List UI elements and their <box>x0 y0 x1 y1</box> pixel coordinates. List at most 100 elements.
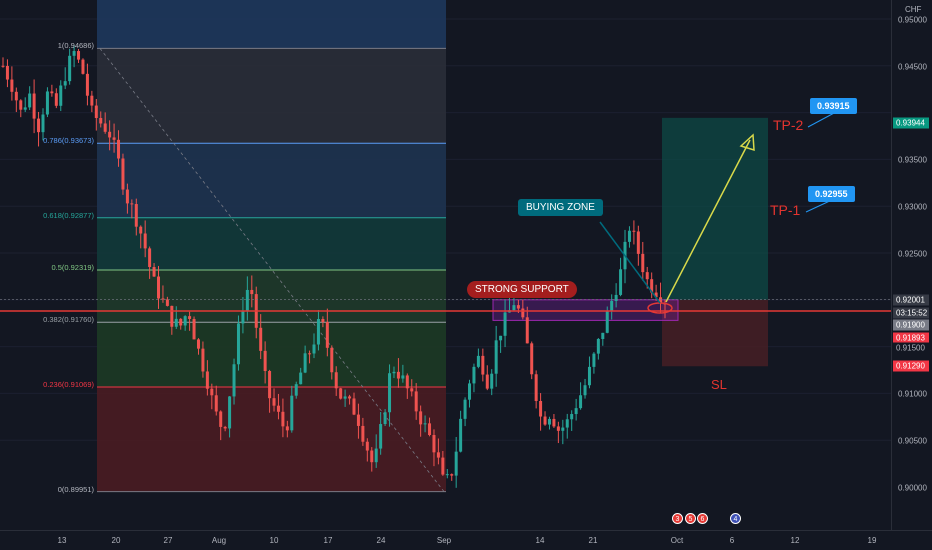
economic-event-badge[interactable]: 5 <box>685 513 696 524</box>
time-axis-label: 20 <box>111 536 121 545</box>
target-arrow-head <box>739 133 755 152</box>
time-axis-label: 12 <box>790 536 800 545</box>
candle-body <box>112 137 116 140</box>
price-axis-label: 0.90500 <box>898 436 927 446</box>
candle-body <box>525 317 529 344</box>
fibonacci-retracement[interactable] <box>97 0 446 493</box>
candle-body <box>619 269 623 295</box>
time-axis-label: Aug <box>211 536 227 545</box>
candle-body <box>179 318 183 326</box>
candle-body <box>232 364 236 397</box>
candle-body <box>441 457 445 475</box>
candle-body <box>365 441 369 451</box>
candle-body <box>339 388 343 399</box>
candle-body <box>276 405 280 412</box>
price-tag: 0.92001 <box>893 294 929 306</box>
candle-body <box>308 353 312 355</box>
candle-body <box>223 426 227 429</box>
candle-body <box>23 107 27 110</box>
candle-body <box>152 267 156 277</box>
candle-body <box>654 292 658 298</box>
candle-body <box>361 425 365 442</box>
candle-body <box>543 416 547 425</box>
tp2-price-box[interactable]: 0.93915 <box>810 98 857 114</box>
price-tag: 0.91900 <box>893 319 929 331</box>
candle-body <box>54 93 58 106</box>
strong-support-label[interactable]: STRONG SUPPORT <box>467 281 577 298</box>
candle-body <box>428 423 432 436</box>
candle-body <box>143 233 147 249</box>
candle-body <box>19 100 23 110</box>
candle-body <box>183 316 187 326</box>
candle-body <box>219 411 223 427</box>
time-axis-label: Sep <box>436 536 452 545</box>
price-tag: 0.93944 <box>893 117 929 129</box>
candle-body <box>499 335 503 341</box>
tp1-price-box[interactable]: 0.92955 <box>808 186 855 202</box>
candle-body <box>59 85 63 106</box>
candle-body <box>388 373 392 413</box>
time-axis[interactable] <box>0 530 932 550</box>
candle-body <box>490 373 494 389</box>
price-axis-label: 0.90000 <box>898 483 927 493</box>
candle-body <box>108 131 112 138</box>
candle-body <box>454 451 458 476</box>
candle-body <box>157 276 161 299</box>
candle-body <box>272 398 276 406</box>
candle-body <box>37 118 41 133</box>
candle-body <box>348 396 352 399</box>
candle-body <box>303 353 307 373</box>
candle-body <box>165 299 169 306</box>
candle-body <box>530 343 534 375</box>
fib-band <box>97 143 446 218</box>
candle-body <box>650 279 654 293</box>
candle-body <box>99 118 103 124</box>
sl-label[interactable]: SL <box>711 377 727 392</box>
candle-body <box>148 248 152 268</box>
candle-body <box>134 204 138 227</box>
candle-body <box>63 81 67 86</box>
tp2-label[interactable]: TP-2 <box>773 117 804 133</box>
candle-body <box>405 375 409 389</box>
candle-body <box>659 297 663 304</box>
candle-body <box>445 474 449 476</box>
time-axis-label: 14 <box>535 536 545 545</box>
candle-body <box>281 411 285 427</box>
price-tag: 0.91893 <box>893 332 929 344</box>
tp1-label[interactable]: TP-1 <box>770 202 801 218</box>
candle-body <box>5 65 9 80</box>
price-axis-label: 0.94500 <box>898 62 927 72</box>
candle-body <box>263 350 267 372</box>
fib-level-label: 0.618(0.92877) <box>43 210 94 220</box>
price-tag: 0.91500 <box>893 342 929 354</box>
candle-body <box>374 448 378 463</box>
fib-level-label: 0.786(0.93673) <box>43 136 94 146</box>
candle-body <box>205 371 209 389</box>
candle-body <box>614 294 618 301</box>
candle-body <box>241 310 245 324</box>
economic-event-badge[interactable]: 3 <box>672 513 683 524</box>
candle-body <box>245 289 249 311</box>
candle-body <box>321 319 325 323</box>
price-axis-label: 0.91000 <box>898 389 927 399</box>
long-position-tool[interactable] <box>492 117 768 367</box>
candle-body <box>196 339 200 349</box>
candle-body <box>174 318 178 327</box>
buying-zone-label[interactable]: BUYING ZONE <box>518 199 603 216</box>
candle-body <box>210 388 214 396</box>
fib-band <box>97 322 446 387</box>
candle-body <box>592 353 596 367</box>
candle-body <box>316 319 320 345</box>
candle-body <box>117 139 121 159</box>
candle-body <box>41 114 45 133</box>
fib-extension-zone <box>97 0 446 49</box>
candle-body <box>587 366 591 386</box>
candle-body <box>250 289 254 295</box>
candle-body <box>468 383 472 400</box>
price-axis[interactable]: CHF <box>891 0 932 530</box>
economic-event-badge[interactable]: 6 <box>697 513 708 524</box>
economic-event-badge[interactable]: 4 <box>730 513 741 524</box>
candle-body <box>419 411 423 425</box>
